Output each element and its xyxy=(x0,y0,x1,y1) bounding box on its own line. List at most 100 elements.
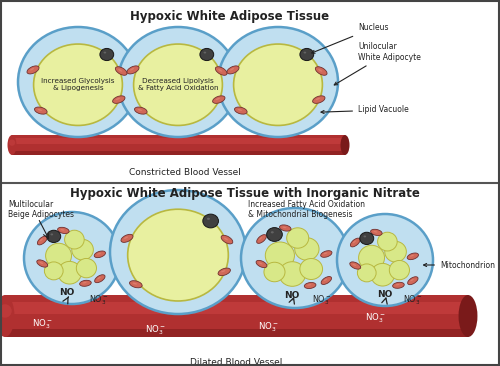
Ellipse shape xyxy=(58,261,82,284)
Bar xyxy=(12,135,345,155)
Text: Multilocular
Beige Adipocytes: Multilocular Beige Adipocytes xyxy=(8,200,74,219)
Ellipse shape xyxy=(9,139,15,146)
Ellipse shape xyxy=(259,237,262,240)
Ellipse shape xyxy=(221,270,226,272)
Text: Unilocular
White Adipocyte: Unilocular White Adipocyte xyxy=(334,42,421,85)
Ellipse shape xyxy=(116,98,120,100)
Ellipse shape xyxy=(340,135,349,155)
Bar xyxy=(5,329,468,337)
Ellipse shape xyxy=(316,67,327,75)
Ellipse shape xyxy=(385,241,406,262)
Ellipse shape xyxy=(374,231,378,232)
Ellipse shape xyxy=(304,283,316,288)
Ellipse shape xyxy=(410,279,414,281)
Ellipse shape xyxy=(134,44,222,126)
Ellipse shape xyxy=(124,236,128,239)
Text: Lipid Vacuole: Lipid Vacuole xyxy=(321,105,409,115)
Ellipse shape xyxy=(64,230,84,249)
Bar xyxy=(0,0,500,183)
Ellipse shape xyxy=(121,234,133,242)
Ellipse shape xyxy=(321,277,332,284)
Ellipse shape xyxy=(234,107,247,114)
Ellipse shape xyxy=(396,284,400,285)
Ellipse shape xyxy=(38,236,47,245)
Ellipse shape xyxy=(200,48,213,60)
Text: NO: NO xyxy=(60,288,74,297)
Ellipse shape xyxy=(94,251,106,258)
Ellipse shape xyxy=(358,264,376,282)
Ellipse shape xyxy=(212,96,225,103)
Ellipse shape xyxy=(116,67,127,75)
Ellipse shape xyxy=(34,44,122,126)
Ellipse shape xyxy=(47,230,60,243)
Ellipse shape xyxy=(256,235,266,243)
Ellipse shape xyxy=(130,281,142,288)
Ellipse shape xyxy=(256,260,267,268)
Ellipse shape xyxy=(8,135,16,155)
Ellipse shape xyxy=(352,264,356,266)
Ellipse shape xyxy=(24,212,120,304)
Ellipse shape xyxy=(266,228,282,242)
Ellipse shape xyxy=(318,69,322,72)
Ellipse shape xyxy=(97,253,101,255)
Text: Constricted Blood Vessel: Constricted Blood Vessel xyxy=(129,168,241,177)
Text: NO: NO xyxy=(378,290,392,299)
Ellipse shape xyxy=(271,231,274,234)
Ellipse shape xyxy=(40,239,43,241)
Ellipse shape xyxy=(364,235,366,238)
Ellipse shape xyxy=(358,245,384,270)
Text: Hypoxic White Adipose Tissue: Hypoxic White Adipose Tissue xyxy=(130,10,330,23)
Ellipse shape xyxy=(378,232,397,251)
Text: Decreased Lipolysis
& Fatty Acid Oxidation: Decreased Lipolysis & Fatty Acid Oxidati… xyxy=(138,78,218,91)
Ellipse shape xyxy=(227,66,239,74)
Ellipse shape xyxy=(37,260,48,267)
Text: NO$_3^-$: NO$_3^-$ xyxy=(144,323,166,337)
Ellipse shape xyxy=(407,253,418,259)
Ellipse shape xyxy=(0,295,14,337)
Ellipse shape xyxy=(46,243,72,268)
Ellipse shape xyxy=(350,238,360,247)
Ellipse shape xyxy=(320,251,332,257)
Ellipse shape xyxy=(132,283,137,284)
Ellipse shape xyxy=(337,214,433,306)
Ellipse shape xyxy=(58,227,69,234)
Ellipse shape xyxy=(241,208,349,308)
Bar xyxy=(12,138,345,144)
Ellipse shape xyxy=(216,98,220,100)
Ellipse shape xyxy=(27,66,39,74)
Ellipse shape xyxy=(80,280,91,286)
Ellipse shape xyxy=(224,238,228,240)
Ellipse shape xyxy=(300,48,314,60)
Ellipse shape xyxy=(38,109,42,111)
Ellipse shape xyxy=(82,282,86,283)
Ellipse shape xyxy=(94,275,105,283)
Ellipse shape xyxy=(408,277,418,285)
Text: NO$_3^-$: NO$_3^-$ xyxy=(258,320,278,334)
Bar xyxy=(5,302,468,314)
Ellipse shape xyxy=(300,258,322,280)
Ellipse shape xyxy=(234,44,322,126)
Ellipse shape xyxy=(40,262,43,264)
Text: NO$_3^-$: NO$_3^-$ xyxy=(32,317,52,331)
Ellipse shape xyxy=(282,227,286,228)
Ellipse shape xyxy=(324,279,327,281)
Ellipse shape xyxy=(286,228,308,248)
Ellipse shape xyxy=(127,66,139,74)
Ellipse shape xyxy=(130,68,134,70)
Ellipse shape xyxy=(230,68,234,70)
Ellipse shape xyxy=(458,295,477,337)
Ellipse shape xyxy=(97,277,100,279)
Ellipse shape xyxy=(370,229,382,235)
Ellipse shape xyxy=(218,69,222,72)
Ellipse shape xyxy=(134,107,147,114)
Ellipse shape xyxy=(371,264,394,286)
Ellipse shape xyxy=(279,262,305,286)
Text: NO$_3^-$: NO$_3^-$ xyxy=(89,293,108,307)
Ellipse shape xyxy=(410,255,414,257)
Ellipse shape xyxy=(34,107,47,114)
Ellipse shape xyxy=(304,52,306,53)
Ellipse shape xyxy=(204,52,206,53)
Ellipse shape xyxy=(118,27,238,137)
Ellipse shape xyxy=(280,225,291,231)
Ellipse shape xyxy=(203,214,218,228)
